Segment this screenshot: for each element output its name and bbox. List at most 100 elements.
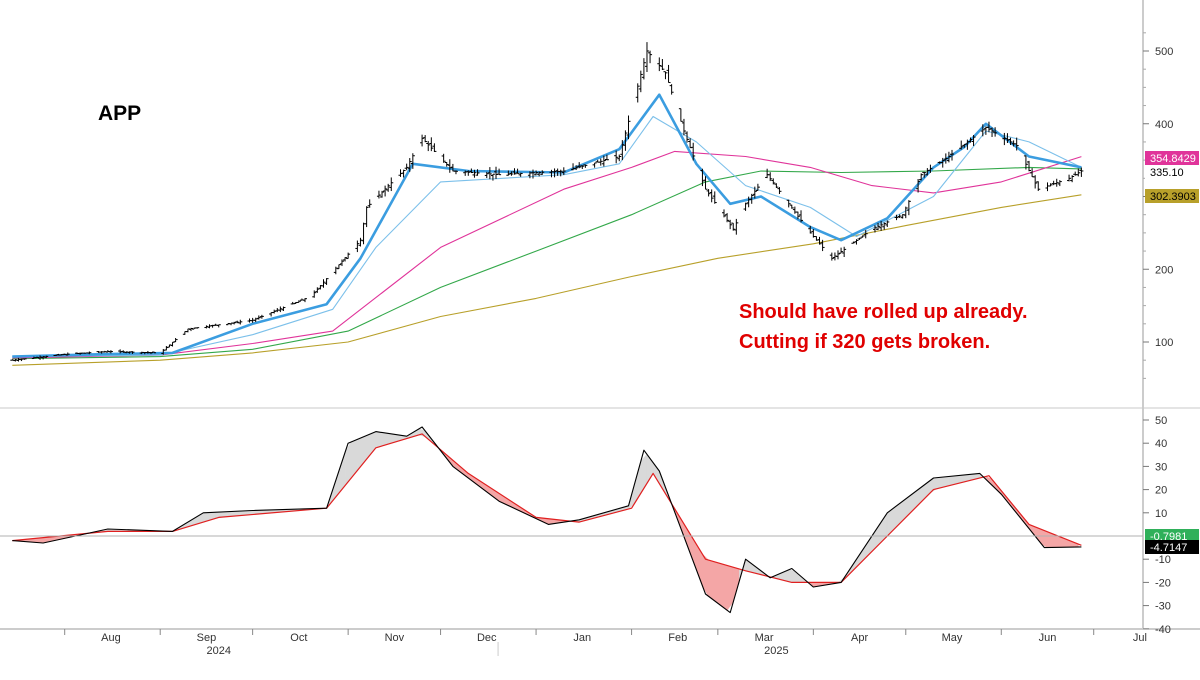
ohlc-bar	[380, 191, 384, 198]
ohlc-bar	[768, 172, 772, 181]
ohlc-bar	[383, 186, 387, 197]
ma-4-line	[12, 167, 1081, 358]
osc-y-tick-label: -30	[1155, 601, 1171, 613]
ohlc-bar	[667, 65, 671, 83]
ohlc-bar	[442, 154, 446, 163]
ohlc-bar	[642, 58, 646, 79]
ohlc-bar	[774, 183, 778, 188]
osc-fill-segment	[376, 432, 382, 448]
oscillator-panel	[12, 427, 1081, 613]
ohlc-bar	[355, 241, 359, 253]
ohlc-bar	[1030, 168, 1034, 177]
osc-fill-segment	[715, 562, 721, 606]
tag-ma-5: 302.3903	[1145, 189, 1199, 203]
ohlc-bar	[648, 51, 652, 64]
osc-y-tick-label: -20	[1155, 577, 1171, 589]
axes: 1002003004005005040302010-10-20-30-40Aug…	[0, 0, 1200, 657]
ohlc-bar	[645, 42, 649, 72]
ohlc-bar	[174, 338, 178, 342]
ohlc-bar	[23, 359, 27, 360]
ohlc-bar	[790, 205, 794, 209]
ohlc-bar	[1045, 182, 1049, 191]
osc-signal-line	[12, 434, 1081, 583]
ohlc-bar	[217, 325, 221, 328]
ohlc-bar	[454, 170, 458, 174]
price-y-tick-label: 100	[1155, 337, 1173, 349]
x-month-label: Jan	[573, 632, 591, 644]
tag-ma-3-text: 354.8429	[1150, 153, 1196, 165]
x-month-label: Apr	[851, 632, 868, 644]
ohlc-bar	[429, 137, 433, 151]
ohlc-bar	[1027, 161, 1031, 171]
x-month-label: Oct	[290, 632, 307, 644]
annotation-line-1: Should have rolled up already.	[739, 301, 1028, 323]
osc-y-tick-label: 30	[1155, 461, 1167, 473]
ohlc-bar	[494, 167, 498, 179]
ohlc-bar	[882, 222, 886, 229]
ohlc-bar	[337, 265, 341, 269]
x-month-label: Feb	[668, 632, 687, 644]
x-year-label: 2024	[206, 645, 230, 657]
ohlc-bar	[818, 237, 822, 245]
ohlc-bar	[389, 177, 393, 191]
x-month-label: Jul	[1133, 632, 1147, 644]
osc-y-tick-label: 40	[1155, 438, 1167, 450]
osc-fill-segment	[696, 544, 702, 586]
ohlc-bar	[765, 169, 769, 178]
tag-price-text: 335.10	[1150, 167, 1184, 179]
ohlc-bar	[420, 135, 424, 147]
price-y-tick-label: 500	[1155, 46, 1173, 58]
ohlc-bar	[854, 239, 858, 244]
x-month-label: Jun	[1039, 632, 1057, 644]
price-y-tick-label: 200	[1155, 264, 1173, 276]
ohlc-bar	[1076, 168, 1080, 176]
x-month-label: Sep	[197, 632, 217, 644]
ohlc-bar	[944, 153, 948, 163]
ohlc-bar	[777, 187, 781, 194]
ohlc-bar	[734, 219, 738, 235]
tag-price: 335.10	[1145, 165, 1199, 179]
ohlc-bar	[334, 267, 338, 275]
ohlc-bar	[663, 72, 667, 80]
tag-osc-main: -4.7147	[1145, 540, 1199, 554]
ohlc-bar	[657, 57, 661, 71]
osc-y-tick-label: 10	[1155, 508, 1167, 520]
ohlc-bar	[670, 84, 674, 94]
ohlc-bar	[728, 220, 732, 229]
x-month-label: May	[942, 632, 963, 644]
ohlc-bar	[445, 162, 449, 167]
ohlc-bar	[171, 342, 175, 346]
ohlc-bar	[365, 206, 369, 227]
ohlc-bar	[488, 167, 492, 179]
ohlc-bar	[448, 159, 452, 173]
ohlc-bar	[617, 155, 621, 162]
ticker-label: APP	[98, 102, 141, 125]
ohlc-bar	[599, 159, 603, 166]
ohlc-bar	[636, 83, 640, 102]
ohlc-bar	[1055, 179, 1059, 187]
osc-fill-segment	[789, 570, 795, 583]
ohlc-bar	[660, 59, 664, 70]
ohlc-bar	[593, 163, 597, 168]
osc-fill-segment	[795, 571, 801, 582]
ohlc-bar	[368, 199, 372, 207]
ohlc-bar	[839, 248, 843, 254]
osc-fill-segment	[653, 463, 659, 484]
ohlc-bar	[858, 238, 862, 240]
osc-y-tick-label: 20	[1155, 485, 1167, 497]
tag-ma-5-text: 302.3903	[1150, 191, 1196, 203]
x-month-label: Nov	[385, 632, 405, 644]
ohlc-bar	[639, 71, 643, 93]
osc-y-tick-label: -10	[1155, 554, 1171, 566]
osc-fill-segment	[357, 437, 363, 471]
ohlc-bar	[830, 253, 834, 261]
tag-ma-3: 354.8429	[1145, 151, 1199, 165]
ohlc-bar	[405, 164, 409, 171]
ohlc-bar	[491, 174, 495, 180]
tag-osc-main-text: -4.7147	[1150, 542, 1187, 554]
ohlc-bar	[358, 238, 362, 247]
ohlc-bar	[744, 203, 748, 211]
